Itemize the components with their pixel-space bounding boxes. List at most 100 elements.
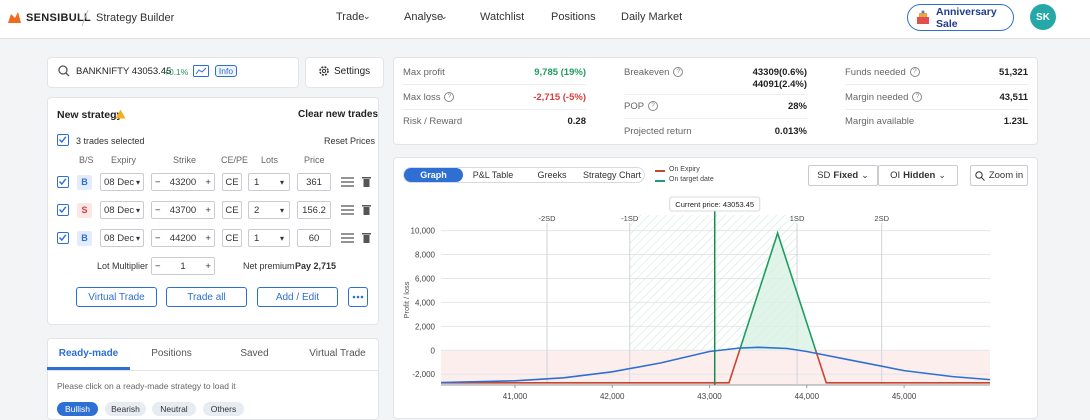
y-tick-label: 8,000 bbox=[415, 251, 436, 260]
drag-handle[interactable] bbox=[341, 177, 354, 190]
strike-stepper[interactable]: −44200 + bbox=[151, 229, 215, 247]
caret: ⌄ bbox=[938, 170, 946, 180]
change: +0.1% bbox=[164, 67, 189, 77]
add-edit-button[interactable]: Add / Edit bbox=[257, 287, 338, 307]
zoom-label: Zoom in bbox=[988, 170, 1024, 181]
option-type[interactable]: CE bbox=[222, 173, 242, 191]
tab[interactable]: Virtual Trade bbox=[309, 348, 366, 359]
caret: ⌄ bbox=[363, 11, 371, 21]
tab[interactable]: Saved bbox=[240, 348, 269, 359]
strike-stepper[interactable]: −43200 + bbox=[151, 173, 215, 191]
plus[interactable]: + bbox=[205, 204, 211, 216]
caret: ▾ bbox=[279, 205, 284, 215]
filter-pill[interactable]: Neutral bbox=[152, 402, 196, 416]
chart-tab[interactable]: Graph bbox=[420, 170, 447, 180]
virtual-trade-button[interactable]: Virtual Trade bbox=[76, 287, 157, 307]
delete-icon[interactable] bbox=[362, 232, 371, 246]
y-tick-label: 6,000 bbox=[415, 274, 436, 283]
search-box[interactable] bbox=[47, 57, 299, 88]
side-badge[interactable]: B bbox=[77, 231, 92, 246]
stat-value: -2,715 (-5%) bbox=[533, 91, 586, 103]
profit-area bbox=[739, 233, 816, 351]
stat-value: 44091(2.4%) bbox=[752, 79, 807, 90]
price[interactable]: 361 bbox=[297, 173, 331, 191]
current-price-label: Current price: 43053.45 bbox=[675, 200, 754, 209]
active-tab-underline bbox=[47, 367, 130, 370]
select-all-checkbox[interactable] bbox=[57, 134, 69, 146]
expiry-select[interactable]: 08 Dec ▾ bbox=[100, 229, 144, 247]
tab[interactable]: Positions bbox=[151, 348, 192, 359]
legend-label: On Expiry bbox=[669, 166, 700, 173]
reset-prices[interactable]: Reset Prices bbox=[324, 136, 376, 146]
zoom-button[interactable]: Zoom in bbox=[970, 165, 1028, 186]
nav-item[interactable]: Trade bbox=[336, 11, 365, 23]
symbol: BANKNIFTY 43053.45 bbox=[76, 66, 172, 77]
chart-tab[interactable]: Greeks bbox=[537, 170, 567, 180]
filter-pill[interactable]: Bullish bbox=[57, 402, 98, 416]
side-badge[interactable]: S bbox=[77, 203, 92, 218]
row-checkbox[interactable] bbox=[57, 232, 69, 244]
lots-select[interactable]: 1 ▾ bbox=[248, 173, 290, 191]
trade-all-button[interactable]: Trade all bbox=[166, 287, 247, 307]
row-checkbox[interactable] bbox=[57, 204, 69, 216]
expiry-select[interactable]: 08 Dec ▾ bbox=[100, 173, 144, 191]
row-checkbox[interactable] bbox=[57, 176, 69, 188]
chart-icon[interactable] bbox=[193, 65, 209, 77]
minus[interactable]: − bbox=[155, 204, 161, 216]
plus[interactable]: + bbox=[205, 176, 211, 188]
lots-select[interactable]: 2 ▾ bbox=[248, 201, 290, 219]
strike-stepper[interactable]: −43700 + bbox=[151, 201, 215, 219]
price[interactable]: 156.2 bbox=[297, 201, 331, 219]
side-badge[interactable]: B bbox=[77, 175, 92, 190]
delete-icon[interactable] bbox=[362, 176, 371, 190]
lots: 1 bbox=[254, 232, 260, 244]
option-type[interactable]: CE bbox=[222, 229, 242, 247]
lots-select[interactable]: 1 ▾ bbox=[248, 229, 290, 247]
info-button[interactable]: Info bbox=[215, 65, 237, 77]
stat-value: 9,785 (19%) bbox=[534, 67, 586, 78]
lot-multiplier[interactable]: − 1 + bbox=[151, 257, 215, 275]
oi-select[interactable]: OI Hidden ⌄ bbox=[878, 165, 958, 186]
nav-item[interactable]: Daily Market bbox=[621, 11, 683, 23]
net-premium-label: Net premium bbox=[243, 261, 295, 271]
clear-trades[interactable]: Clear new trades bbox=[298, 109, 379, 120]
stat-value: 43,511 bbox=[999, 91, 1028, 103]
minus[interactable]: − bbox=[155, 260, 161, 272]
delete-icon[interactable] bbox=[362, 204, 371, 218]
plus[interactable]: + bbox=[205, 260, 211, 272]
chart-tab[interactable]: P&L Table bbox=[472, 170, 514, 180]
expiry-select[interactable]: 08 Dec ▾ bbox=[100, 201, 144, 219]
strike: 44200 bbox=[169, 232, 197, 244]
avatar[interactable]: SK bbox=[1030, 4, 1056, 30]
caret: ▾ bbox=[135, 177, 140, 187]
stat-label: Max profit bbox=[403, 67, 445, 78]
tab[interactable]: Ready-made bbox=[58, 348, 119, 359]
nav-item[interactable]: Positions bbox=[551, 11, 596, 23]
drag-handle[interactable] bbox=[341, 205, 354, 218]
filter-pill[interactable]: Others bbox=[203, 402, 244, 416]
drag-handle[interactable] bbox=[341, 233, 354, 246]
column-header: B/S bbox=[79, 155, 94, 165]
stat-label: Risk / Reward bbox=[403, 116, 463, 127]
check bbox=[58, 234, 67, 242]
settings-button[interactable] bbox=[305, 57, 384, 88]
sd-label: 2SD bbox=[874, 214, 889, 223]
y-tick-label: 0 bbox=[431, 346, 436, 355]
price[interactable]: 60 bbox=[297, 229, 331, 247]
stat-value: 0.013% bbox=[774, 126, 807, 137]
option-type[interactable]: CE bbox=[222, 201, 242, 219]
payoff-chart: -2,000 0 2,000 4,000 6,000 8,000 10,000 41,000 4… bbox=[402, 196, 991, 401]
more-button[interactable] bbox=[348, 287, 368, 307]
chart-tab-group bbox=[403, 167, 645, 183]
minus[interactable]: − bbox=[155, 232, 161, 244]
filter-pill[interactable]: Bearish bbox=[105, 402, 146, 416]
nav-item[interactable]: Watchlist bbox=[480, 11, 525, 23]
chart-tab[interactable]: Strategy Chart bbox=[582, 170, 642, 180]
check bbox=[58, 206, 67, 214]
expiry: 08 Dec bbox=[104, 204, 135, 216]
minus[interactable]: − bbox=[155, 176, 161, 188]
column-header: Price bbox=[304, 155, 325, 165]
plus[interactable]: + bbox=[205, 232, 211, 244]
sd-select[interactable]: SD Fixed ⌄ bbox=[808, 165, 878, 186]
nav-item[interactable]: Analyse bbox=[404, 11, 444, 23]
